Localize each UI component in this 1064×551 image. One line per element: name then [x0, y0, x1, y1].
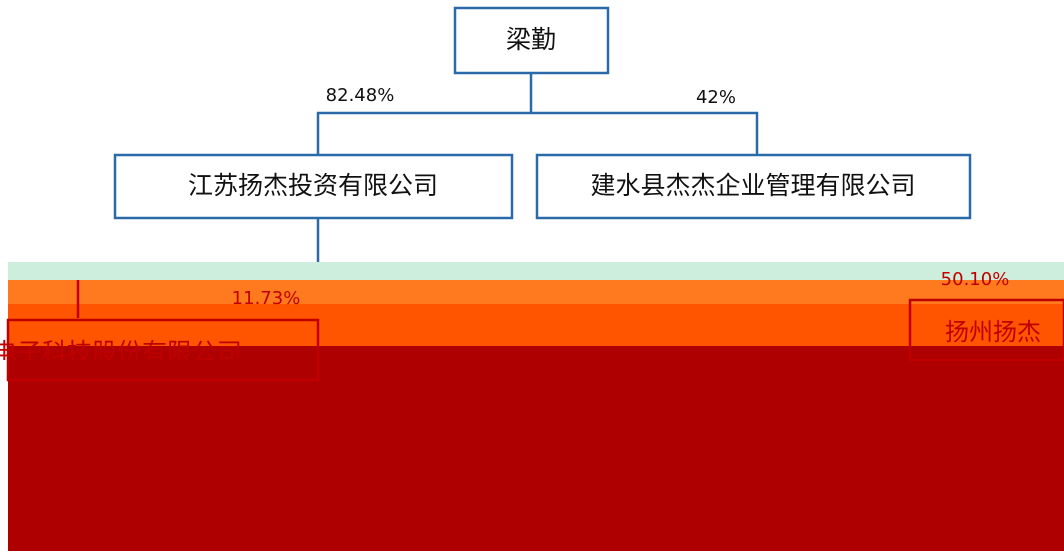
node-label: 扬州扬杰	[945, 318, 1041, 346]
edge-label: 11.73%	[232, 288, 301, 309]
edge-label: 42%	[696, 87, 736, 108]
node-box	[453, 6, 610, 75]
glitch-band	[8, 262, 1064, 280]
connector	[316, 73, 759, 155]
node-box	[6, 318, 320, 382]
node-box	[908, 298, 1064, 362]
glitch-block	[8, 346, 1064, 551]
node-label: 电子科技股份有限公司	[0, 338, 242, 367]
node-label: 建水县杰杰企业管理有限公司	[590, 171, 915, 200]
glitch-band	[8, 280, 1064, 304]
node-label: 江苏扬杰投资有限公司	[188, 171, 438, 200]
node-label: 梁勤	[506, 25, 556, 54]
glitch-band	[8, 304, 1064, 346]
edge-label: 82.48%	[326, 85, 395, 106]
node-box	[535, 153, 972, 220]
edge-label: 50.10%	[941, 269, 1010, 290]
clip: 电子科技股份有限公司	[0, 338, 242, 367]
node-box	[113, 153, 514, 220]
